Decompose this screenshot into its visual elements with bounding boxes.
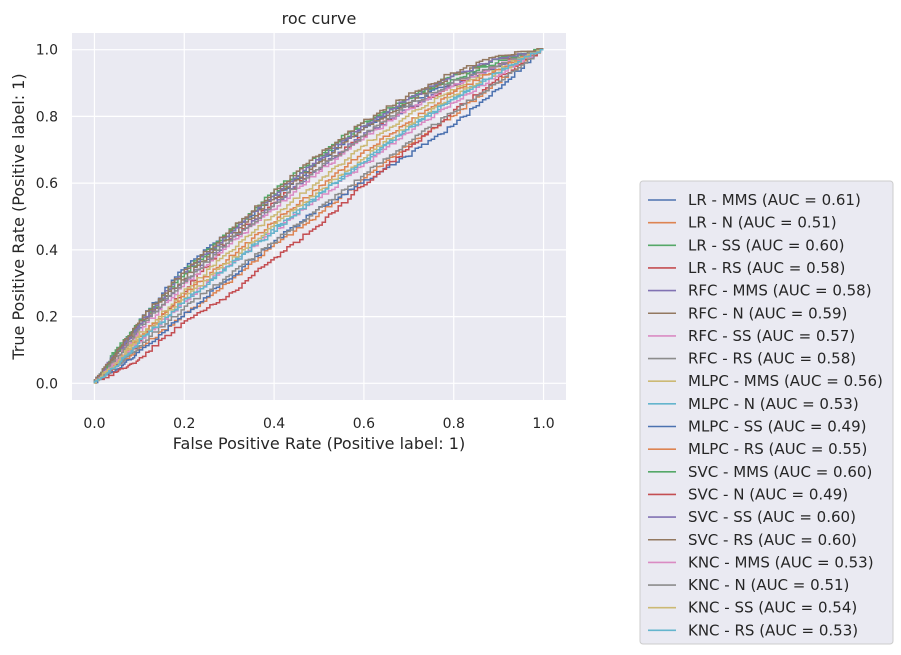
series-line-9 [93, 48, 544, 384]
series-line-16 [93, 47, 544, 384]
series-line-18 [93, 48, 544, 384]
legend-entry-label: KNC - RS (AUC = 0.53) [688, 621, 858, 639]
x-tick-label: 1.0 [532, 416, 554, 432]
legend-entry-label: MLPC - RS (AUC = 0.55) [688, 440, 867, 458]
chart-title: roc curve [282, 9, 357, 28]
y-tick-label: 0.2 [36, 310, 58, 326]
legend-entry-label: RFC - N (AUC = 0.59) [688, 304, 847, 322]
legend-entry-label: SVC - RS (AUC = 0.60) [688, 531, 857, 549]
legend-entry-label: RFC - MMS (AUC = 0.58) [688, 282, 872, 300]
x-tick-label: 0.2 [173, 416, 195, 432]
legend-entry-label: LR - SS (AUC = 0.60) [688, 236, 844, 254]
x-tick-label: 0.4 [263, 416, 285, 432]
legend-entry-label: MLPC - MMS (AUC = 0.56) [688, 372, 883, 390]
legend-entry-label: KNC - SS (AUC = 0.54) [688, 599, 857, 617]
y-tick-label: 0.4 [36, 243, 58, 259]
legend-entry-label: SVC - MMS (AUC = 0.60) [688, 463, 872, 481]
legend-entry-label: MLPC - N (AUC = 0.53) [688, 395, 859, 413]
legend: LR - MMS (AUC = 0.61) LR - N (AUC = 0.51)… [639, 180, 894, 645]
x-tick-label: 0.8 [443, 416, 465, 432]
legend-entry-label: SVC - SS (AUC = 0.60) [688, 508, 856, 526]
y-tick-label: 1.0 [36, 43, 58, 59]
legend-entry-label: LR - RS (AUC = 0.58) [688, 259, 845, 277]
legend-entry-label: SVC - N (AUC = 0.49) [688, 485, 848, 503]
x-axis-label: False Positive Rate (Positive label: 1) [173, 434, 465, 453]
series-line-20 [93, 48, 544, 384]
legend-entry-label: RFC - SS (AUC = 0.57) [688, 327, 855, 345]
legend-frame [639, 180, 894, 645]
series-line-7 [93, 48, 544, 384]
tick-labels: 0.0 0.2 0.4 0.6 0.8 1.0 0.0 0.2 0.4 0.6 0.8 1.0 [36, 43, 555, 432]
y-tick-label: 0.6 [36, 176, 58, 192]
legend-entry-label: LR - MMS (AUC = 0.61) [688, 191, 861, 209]
legend-entry-label: LR - N (AUC = 0.51) [688, 214, 837, 232]
x-tick-label: 0.0 [83, 416, 105, 432]
legend-entry-label: KNC - MMS (AUC = 0.53) [688, 553, 874, 571]
y-axis-label: True Positive Rate (Positive label: 1) [9, 73, 28, 360]
series-line-2 [94, 48, 544, 385]
legend-entry-label: MLPC - SS (AUC = 0.49) [688, 418, 867, 436]
y-tick-label: 0.8 [36, 109, 58, 125]
series-line-8 [93, 48, 544, 384]
series-line-14 [93, 48, 544, 384]
x-tick-label: 0.6 [353, 416, 375, 432]
legend-items: LR - MMS (AUC = 0.61) LR - N (AUC = 0.51)… [648, 191, 883, 639]
y-tick-label: 0.0 [36, 376, 58, 392]
series-line-15 [93, 48, 544, 384]
legend-entry-label: KNC - N (AUC = 0.51) [688, 576, 849, 594]
legend-entry-label: RFC - RS (AUC = 0.58) [688, 350, 856, 368]
series-layer [93, 47, 544, 385]
series-line-19 [93, 48, 544, 384]
